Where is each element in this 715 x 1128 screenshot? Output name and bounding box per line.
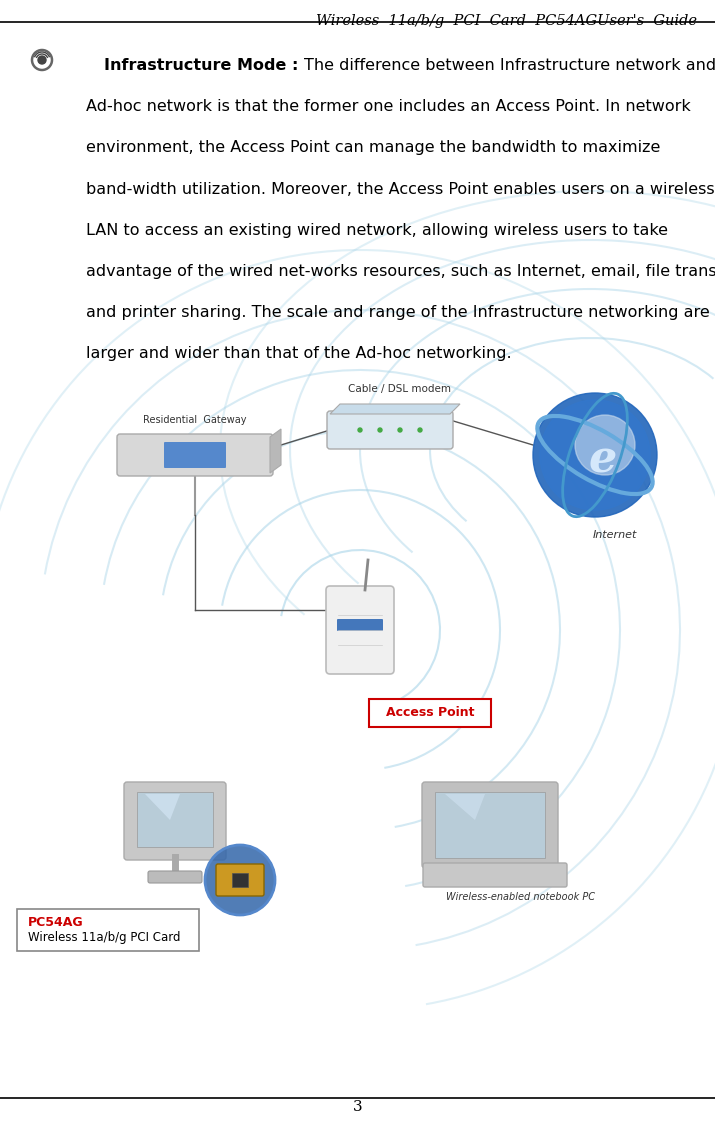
- FancyBboxPatch shape: [423, 863, 567, 887]
- Polygon shape: [330, 404, 460, 414]
- FancyBboxPatch shape: [326, 587, 394, 675]
- Text: Access Point: Access Point: [386, 706, 474, 720]
- Circle shape: [38, 56, 46, 64]
- FancyBboxPatch shape: [17, 909, 199, 951]
- Text: band-width utilization. Moreover, the Access Point enables users on a wireless: band-width utilization. Moreover, the Ac…: [86, 182, 714, 196]
- Polygon shape: [145, 794, 180, 820]
- Polygon shape: [270, 429, 281, 473]
- FancyBboxPatch shape: [164, 442, 226, 468]
- Text: Wireless  11a/b/g  PCI  Card  PC54AGUser's  Guide: Wireless 11a/b/g PCI Card PC54AGUser's G…: [316, 14, 697, 28]
- Circle shape: [398, 428, 402, 432]
- Circle shape: [378, 428, 382, 432]
- FancyBboxPatch shape: [216, 864, 264, 896]
- FancyBboxPatch shape: [148, 871, 202, 883]
- FancyBboxPatch shape: [327, 411, 453, 449]
- FancyBboxPatch shape: [369, 699, 491, 728]
- Text: Ad-hoc network is that the former one includes an Access Point. In network: Ad-hoc network is that the former one in…: [86, 99, 691, 114]
- Text: Wireless 11a/b/g PCI Card: Wireless 11a/b/g PCI Card: [28, 932, 180, 944]
- Circle shape: [540, 400, 650, 510]
- FancyBboxPatch shape: [117, 434, 273, 476]
- Text: Cable / DSL modem: Cable / DSL modem: [348, 384, 451, 394]
- Text: LAN to access an existing wired network, allowing wireless users to take: LAN to access an existing wired network,…: [86, 222, 668, 238]
- Text: e: e: [589, 439, 617, 482]
- FancyBboxPatch shape: [435, 792, 545, 858]
- Text: The difference between Infrastructure network and: The difference between Infrastructure ne…: [304, 58, 715, 73]
- Text: advantage of the wired net-works resources, such as Internet, email, file transf: advantage of the wired net-works resourc…: [86, 264, 715, 279]
- Text: 3: 3: [352, 1100, 363, 1114]
- Circle shape: [575, 415, 635, 475]
- Circle shape: [418, 428, 422, 432]
- FancyBboxPatch shape: [232, 873, 248, 887]
- Text: PC54AG: PC54AG: [28, 916, 84, 928]
- Circle shape: [205, 845, 275, 915]
- Text: environment, the Access Point can manage the bandwidth to maximize: environment, the Access Point can manage…: [86, 140, 660, 156]
- Text: Wireless-enabled notebook PC: Wireless-enabled notebook PC: [445, 892, 594, 902]
- Circle shape: [533, 393, 657, 517]
- Text: Infrastructure Mode :: Infrastructure Mode :: [104, 58, 304, 73]
- FancyBboxPatch shape: [124, 782, 226, 860]
- Circle shape: [358, 428, 362, 432]
- Text: and printer sharing. The scale and range of the Infrastructure networking are: and printer sharing. The scale and range…: [86, 305, 709, 320]
- FancyBboxPatch shape: [137, 792, 213, 847]
- Text: larger and wider than that of the Ad-hoc networking.: larger and wider than that of the Ad-hoc…: [86, 346, 511, 361]
- FancyBboxPatch shape: [422, 782, 558, 869]
- Text: Internet: Internet: [593, 530, 637, 540]
- Polygon shape: [445, 794, 485, 820]
- Text: Residential  Gateway: Residential Gateway: [143, 415, 247, 425]
- FancyBboxPatch shape: [337, 619, 383, 631]
